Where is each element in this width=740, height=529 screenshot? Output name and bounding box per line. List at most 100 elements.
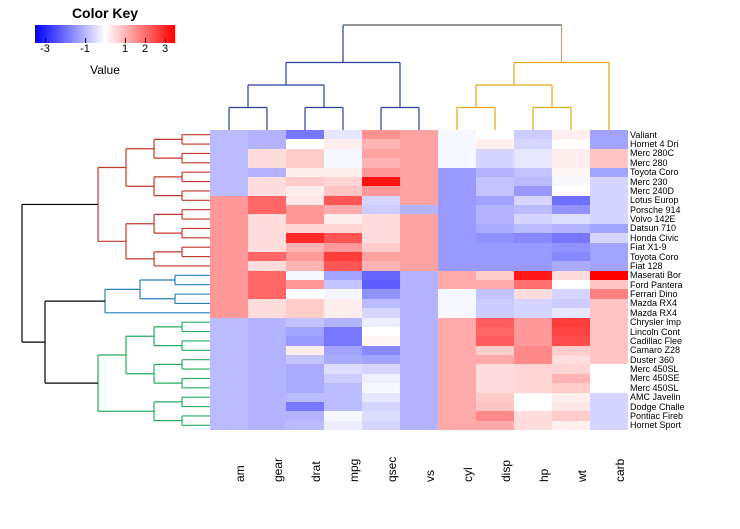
heatmap-cell xyxy=(590,205,628,214)
heatmap-cell xyxy=(324,318,362,327)
heatmap-cell xyxy=(248,252,286,261)
column-label: am xyxy=(233,465,247,482)
heatmap-cell xyxy=(590,158,628,167)
heatmap-cell xyxy=(476,308,514,317)
heatmap-cell xyxy=(552,308,590,317)
heatmap-cell xyxy=(476,393,514,402)
heatmap-cell xyxy=(286,224,324,233)
heatmap-cell xyxy=(362,271,400,280)
heatmap-cell xyxy=(286,299,324,308)
heatmap-cell xyxy=(286,158,324,167)
heatmap-cell xyxy=(476,139,514,148)
heatmap-cell xyxy=(400,402,438,411)
row-dendrogram xyxy=(10,130,210,430)
heatmap-cell xyxy=(438,374,476,383)
column-label: hp xyxy=(537,469,551,482)
heatmap-cell xyxy=(324,289,362,298)
heatmap-cell xyxy=(476,130,514,139)
heatmap-cell xyxy=(476,158,514,167)
heatmap-cell xyxy=(210,280,248,289)
heatmap-cell xyxy=(552,383,590,392)
heatmap-cell xyxy=(514,224,552,233)
heatmap-cell xyxy=(324,383,362,392)
heatmap-cell xyxy=(362,411,400,420)
heatmap-cell xyxy=(438,364,476,373)
heatmap-cell xyxy=(476,374,514,383)
column-label: carb xyxy=(613,459,627,482)
heatmap-cell xyxy=(286,336,324,345)
heatmap-cell xyxy=(210,243,248,252)
heatmap-cell xyxy=(476,168,514,177)
heatmap-cell xyxy=(552,336,590,345)
heatmap-cell xyxy=(324,205,362,214)
heatmap-cell xyxy=(514,346,552,355)
row-label: Toyota Coro xyxy=(630,168,679,177)
heatmap-cell xyxy=(476,271,514,280)
heatmap-cell xyxy=(400,186,438,195)
heatmap-cell xyxy=(552,364,590,373)
heatmap-cell xyxy=(438,139,476,148)
heatmap-cell xyxy=(248,364,286,373)
column-label: qsec xyxy=(385,457,399,482)
color-key-tick: 2 xyxy=(142,43,148,55)
heatmap-cell xyxy=(590,355,628,364)
heatmap-cell xyxy=(286,346,324,355)
column-label: vs xyxy=(423,470,437,482)
heatmap-cell xyxy=(514,252,552,261)
heatmap-cell xyxy=(590,261,628,270)
heatmap-cell xyxy=(248,224,286,233)
heatmap-cell xyxy=(248,233,286,242)
heatmap-cell xyxy=(514,289,552,298)
heatmap-cell xyxy=(552,346,590,355)
heatmap-cell xyxy=(438,196,476,205)
heatmap-cell xyxy=(286,177,324,186)
heatmap-cell xyxy=(476,364,514,373)
heatmap-cell xyxy=(400,243,438,252)
heatmap-cell xyxy=(476,252,514,261)
heatmap-cell xyxy=(362,243,400,252)
heatmap-cell xyxy=(590,243,628,252)
heatmap-cell xyxy=(286,411,324,420)
heatmap-cell xyxy=(248,205,286,214)
heatmap-cell xyxy=(248,336,286,345)
heatmap-cell xyxy=(248,318,286,327)
heatmap-cell xyxy=(514,149,552,158)
heatmap-cell xyxy=(476,186,514,195)
heatmap-cell xyxy=(400,177,438,186)
heatmap-cell xyxy=(514,214,552,223)
heatmap-cell xyxy=(210,168,248,177)
heatmap-cell xyxy=(400,158,438,167)
heatmap-cell xyxy=(362,158,400,167)
heatmap-cell xyxy=(438,252,476,261)
heatmap-cell xyxy=(400,149,438,158)
heatmap-cell xyxy=(514,186,552,195)
heatmap-cell xyxy=(476,383,514,392)
heatmap-cell xyxy=(286,318,324,327)
heatmap-cell xyxy=(476,205,514,214)
row-label: Maserati Bor xyxy=(630,271,681,280)
heatmap-cell xyxy=(248,177,286,186)
heatmap-cell xyxy=(590,280,628,289)
color-key: Color Key -3-1123 Value xyxy=(30,5,180,77)
heatmap-cell xyxy=(248,421,286,430)
heatmap-cell xyxy=(210,158,248,167)
heatmap-cell xyxy=(362,327,400,336)
heatmap-cell xyxy=(552,158,590,167)
heatmap-cell xyxy=(324,421,362,430)
heatmap-cell xyxy=(590,421,628,430)
heatmap-cell xyxy=(476,318,514,327)
heatmap-cell xyxy=(590,393,628,402)
heatmap-cell xyxy=(248,280,286,289)
heatmap-cell xyxy=(514,158,552,167)
heatmap-cell xyxy=(248,393,286,402)
heatmap-cell xyxy=(438,158,476,167)
heatmap-cell xyxy=(590,289,628,298)
heatmap-cell xyxy=(248,402,286,411)
heatmap-cell xyxy=(400,308,438,317)
heatmap-cell xyxy=(248,196,286,205)
heatmap-cell xyxy=(324,336,362,345)
color-key-title: Color Key xyxy=(30,5,180,21)
heatmap-cell xyxy=(438,271,476,280)
heatmap-cell xyxy=(286,393,324,402)
heatmap-cell xyxy=(514,355,552,364)
